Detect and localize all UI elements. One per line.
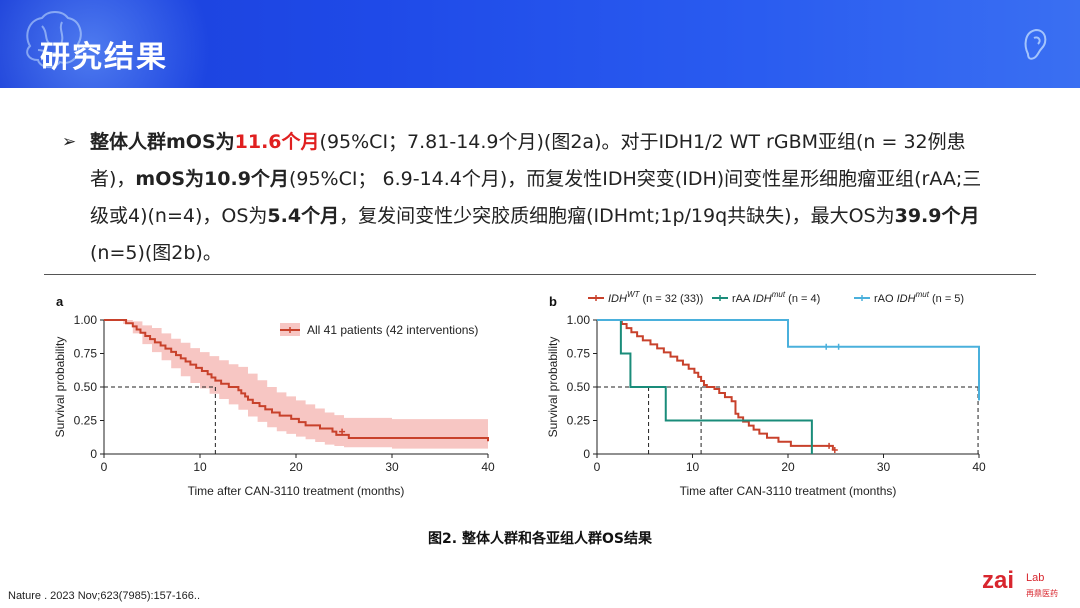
censor-mark [339,428,346,435]
legend-marker [287,327,293,333]
divider [44,274,1036,275]
legend-label: rAO IDHmut (n = 5) [874,290,964,305]
svg-text:再鼎医药: 再鼎医药 [1026,588,1058,598]
x-tick-label: 30 [385,460,399,474]
censor-mark [823,343,830,350]
survival-curve-0 [597,319,834,450]
zailab-logo: zai Lab 再鼎医药 [982,567,1058,598]
y-tick-label: 0 [583,447,590,461]
x-tick-label: 40 [972,460,986,474]
citation: Nature . 2023 Nov;623(7985):157-166.. [8,590,201,602]
legend-marker [717,295,723,301]
x-tick-label: 0 [594,460,601,474]
y-tick-label: 0.75 [567,347,591,361]
x-axis-label: Time after CAN-3110 treatment (months) [188,484,405,498]
survival-charts: a 0 10 20 30 40 0 0.25 0.50 0.75 1.00 Time after CA… [53,290,986,498]
figure-caption: 图2. 整体人群和各亚组人群OS结果 [428,531,652,547]
y-axis-label: Survival probability [546,337,560,438]
censor-mark [835,343,842,350]
y-tick-label: 0.75 [74,347,98,361]
paragraph-segment-1: 11.6个月 [234,131,320,153]
x-tick-label: 10 [686,460,700,474]
y-tick-label: 0 [90,447,97,461]
survival-curve-1 [597,319,813,454]
panel-label: b [549,294,557,309]
paragraph-segment-5: 5.4个月 [267,205,340,227]
y-tick-label: 0.50 [74,380,98,394]
confidence-band [104,320,488,452]
survival-curve-2 [597,319,980,401]
svg-text:Lab: Lab [1026,572,1044,584]
panel-label: a [56,294,64,309]
x-tick-label: 0 [101,460,108,474]
y-tick-label: 1.00 [74,313,98,327]
paragraph-segment-6: ，复发间变性少突胶质细胞瘤(IDHmt;1p/19q共缺失)，最大OS为 [339,205,895,227]
x-axis-label: Time after CAN-3110 treatment (months) [680,484,897,498]
brain-icon [26,11,82,68]
svg-text:zai: zai [982,567,1014,594]
y-axis-label: Survival probability [53,337,67,438]
legend-label: All 41 patients (42 interventions) [307,323,478,337]
x-tick-label: 40 [481,460,495,474]
x-tick-label: 30 [877,460,891,474]
results-text: ➢ 整体人群mOS为11.6个月(95%CI；7.81-14.9个月)(图2a)… [62,124,992,272]
legend-marker [859,295,865,301]
x-tick-label: 10 [193,460,207,474]
bullet-arrow-icon: ➢ [62,132,77,152]
legend-marker [593,295,599,301]
y-tick-label: 0.50 [567,380,591,394]
y-tick-label: 1.00 [567,313,591,327]
survival-curve-0 [104,319,489,442]
legend-label: IDHWT (n = 32 (33)) [608,290,703,305]
paragraph-segment-4: (95%CI； 6.9-14.4个月)，而复发性IDH突变(IDH)间变性星形细… [90,168,982,227]
chart-panel-b: b 0 10 20 30 40 0 0.25 0.50 0.75 1.00 Time after CA… [546,290,986,498]
header-banner: 研究结果 [0,0,1080,88]
paragraph-segment-3: mOS为10.9个月 [135,168,289,190]
censor-mark [831,446,838,453]
results-paragraph: 整体人群mOS为11.6个月(95%CI；7.81-14.9个月)(图2a)。对… [90,124,992,272]
y-tick-label: 0.25 [567,414,591,428]
page-title: 研究结果 [40,40,168,75]
paragraph-segment-7: 39.9个月 [894,205,980,227]
x-tick-label: 20 [289,460,303,474]
legend-label: rAA IDHmut (n = 4) [732,290,820,305]
censor-mark [826,442,833,449]
banner-glow [0,0,220,88]
paragraph-segment-0: 整体人群mOS为 [90,131,235,153]
x-tick-label: 20 [781,460,795,474]
ear-icon [1024,28,1047,60]
y-tick-label: 0.25 [74,414,98,428]
paragraph-segment-2: (95%CI；7.81-14.9个月)(图2a)。对于IDH1/2 WT rGB… [90,131,966,190]
paragraph-segment-8: (n=5)(图2b)。 [90,242,222,264]
chart-panel-a: a 0 10 20 30 40 0 0.25 0.50 0.75 1.00 Time after CA… [53,294,495,498]
